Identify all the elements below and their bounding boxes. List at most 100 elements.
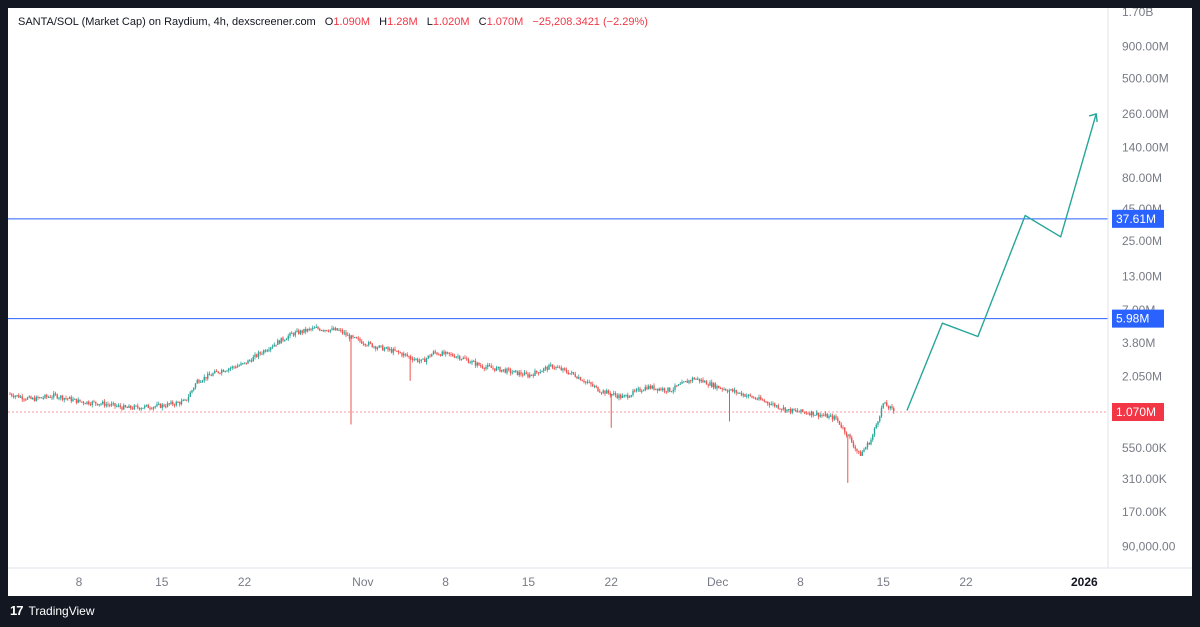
candle-body [480, 365, 482, 367]
candle-body [53, 393, 55, 398]
low-key: L [426, 16, 433, 28]
candle-body [614, 393, 617, 396]
candle-body [530, 374, 533, 376]
candle-body [768, 403, 771, 406]
candle-body [306, 329, 309, 332]
tradingview-brand[interactable]: 17 TradingView [10, 603, 95, 618]
candle-body [77, 399, 79, 403]
candle-body [235, 366, 237, 368]
candle-body [537, 372, 540, 374]
candle-body [891, 406, 893, 408]
candle-body [203, 376, 205, 381]
candle-body [884, 402, 886, 404]
candle-body [515, 370, 517, 372]
y-tick-label: 1.70B [1122, 8, 1153, 19]
candle-body [256, 354, 258, 357]
candle-body [854, 446, 856, 449]
candle-body [165, 406, 167, 408]
candle-body [667, 387, 669, 392]
candle-body [18, 395, 20, 398]
candle-body [30, 396, 32, 400]
candle-body [411, 358, 414, 361]
candle-body [231, 366, 233, 368]
candle-body [124, 405, 127, 408]
candle-body [457, 356, 459, 358]
candle-body [322, 330, 324, 332]
candle-body [835, 416, 837, 419]
candle-body [523, 372, 526, 376]
candle-body [266, 350, 268, 352]
candle-body [355, 337, 358, 339]
candle-body [781, 408, 783, 410]
candle-body [350, 335, 352, 339]
candle-body [19, 396, 22, 398]
candle-body [196, 380, 198, 384]
candle-body [170, 401, 172, 404]
candle-body [816, 412, 818, 415]
candle-body [263, 350, 265, 354]
candle-body [142, 407, 144, 409]
candle-body [103, 401, 106, 406]
candle-body [268, 349, 270, 351]
candle-body [492, 367, 494, 369]
candle-body [284, 340, 286, 342]
candle-body [445, 351, 447, 355]
candle-body [721, 388, 723, 390]
open-key: O [324, 16, 334, 28]
candle-body [247, 360, 249, 364]
candle-body [859, 451, 862, 456]
candle-body [637, 388, 639, 390]
candle-body [70, 397, 72, 402]
candle-body [39, 397, 41, 399]
candle-body [119, 405, 121, 408]
candle-body [880, 407, 883, 417]
candle-body [555, 366, 557, 368]
candle-body [329, 329, 331, 332]
candle-body [502, 369, 505, 371]
y-tick-label: 3.80M [1122, 336, 1155, 350]
candle-body [499, 366, 501, 372]
candle-body [789, 408, 792, 413]
candle-body [579, 377, 582, 381]
candle-body [373, 346, 375, 348]
candle-body [312, 327, 314, 330]
chart-panel[interactable]: 1.70B 900.00M 500.00M 260.00M 140.00M 80.00M 4… [8, 8, 1192, 596]
candle-body [387, 347, 389, 350]
candle-body [389, 348, 391, 350]
candle-body [68, 397, 71, 399]
candle-body [606, 390, 608, 394]
candle-body [833, 416, 835, 420]
candle-body [779, 408, 781, 410]
candle-body [865, 447, 867, 450]
y-tick-label: 80.00M [1122, 171, 1162, 185]
candle-body [775, 405, 778, 407]
y-tick-label: 550.00K [1122, 441, 1167, 455]
candle-body [201, 380, 204, 382]
candle-body [723, 389, 725, 391]
candle-body [564, 368, 566, 370]
candle-body [814, 414, 816, 416]
candle-body [803, 411, 806, 413]
candle-body [228, 368, 230, 371]
candle-body [520, 372, 522, 375]
chart-canvas[interactable]: 1.70B900.00M500.00M260.00M140.00M80.00M4… [8, 8, 1192, 596]
candle-body [858, 451, 860, 453]
candle-body [37, 396, 39, 398]
candle-body [107, 404, 109, 406]
candle-body [448, 352, 450, 354]
candle-body [754, 397, 757, 399]
candle-body [644, 386, 646, 391]
candle-body [126, 407, 128, 409]
candle-body [607, 390, 610, 394]
candle-body [749, 394, 751, 396]
candle-body [298, 330, 300, 334]
candle-body [26, 397, 29, 400]
candle-body [72, 399, 74, 402]
candle-body [544, 367, 547, 369]
candle-body [504, 369, 506, 373]
x-tick-label: Dec [707, 575, 728, 589]
y-tick-label: 170.00K [1122, 505, 1167, 519]
candle-body [690, 380, 692, 382]
candle-body [875, 424, 877, 429]
candle-body [599, 391, 601, 393]
